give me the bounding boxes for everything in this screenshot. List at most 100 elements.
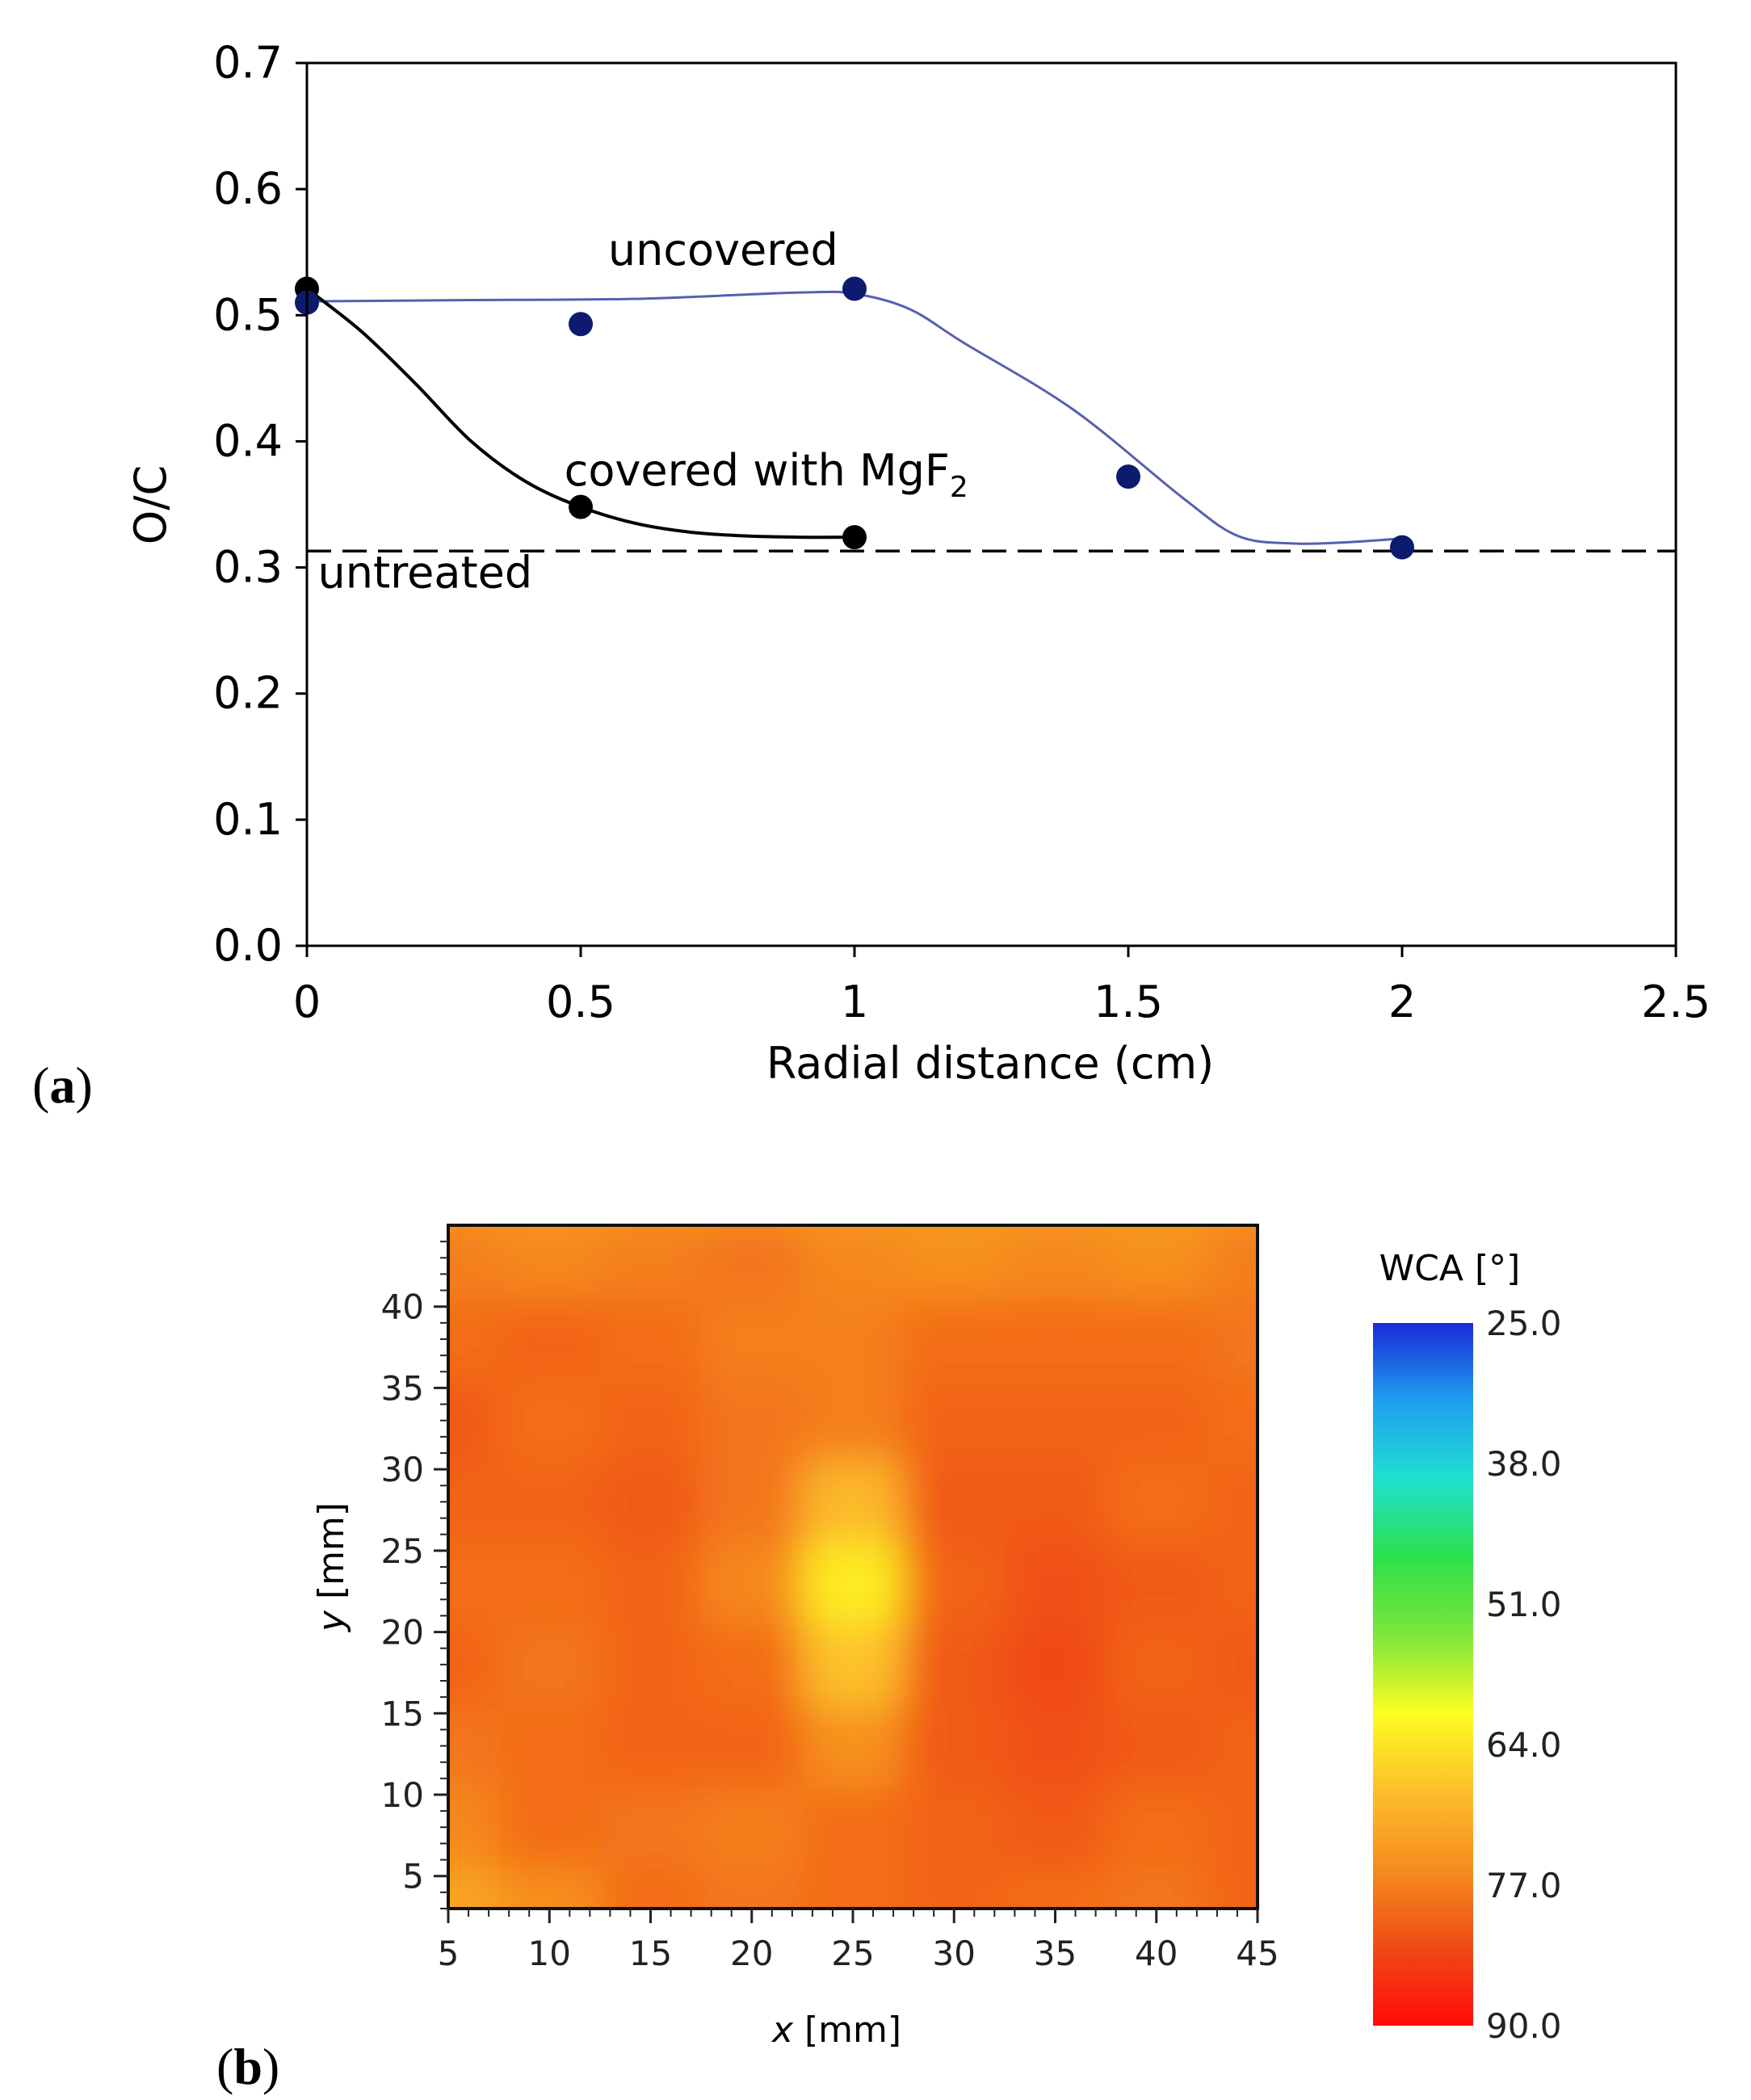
colorbar-tick-label: 38.0 <box>1486 1444 1562 1484</box>
y-tick-label: 15 <box>381 1694 424 1733</box>
heatmap-cell <box>599 1461 703 1544</box>
heatmap-cell <box>447 1461 500 1544</box>
annotation-covered-subscript: 2 <box>950 471 968 504</box>
heatmap-cell <box>701 1786 804 1869</box>
heatmap-cell <box>599 1623 703 1707</box>
heatmap-cell <box>1106 1380 1208 1463</box>
heatmap-cell <box>903 1705 1006 1787</box>
y-tick-label: 0.1 <box>213 794 283 845</box>
heatmap-cell <box>1207 1461 1259 1544</box>
heatmap-cell <box>599 1298 703 1381</box>
x-tick-label: 0.5 <box>546 976 615 1027</box>
heatmap-cell <box>1004 1224 1107 1300</box>
heatmap-cell <box>903 1298 1006 1381</box>
heatmap-cell <box>1004 1298 1107 1381</box>
heatmap-cell <box>903 1623 1006 1707</box>
heatmap-cell <box>498 1298 601 1381</box>
y-tick-label: 0.3 <box>213 542 283 593</box>
heatmap-cell <box>447 1867 500 1910</box>
x-tick-label: 45 <box>1236 1934 1279 1973</box>
heatmap-cell <box>1106 1461 1208 1544</box>
heatmap-cell <box>498 1786 601 1869</box>
chart-a-points <box>295 276 1414 560</box>
y-tick-label: 0.0 <box>213 920 283 971</box>
heatmap-cell <box>903 1380 1006 1463</box>
annotation-covered-with-mgf2: covered with MgF2 <box>565 445 968 504</box>
heatmap-cell <box>447 1542 500 1625</box>
heatmap-cell <box>447 1380 500 1463</box>
y-tick-label: 35 <box>381 1368 424 1408</box>
panel-label-b: (b) <box>216 2038 279 2095</box>
heatmap-cell <box>1207 1298 1259 1381</box>
heatmap-cell <box>701 1623 804 1707</box>
heatmap-cell <box>498 1867 601 1910</box>
heatmap-cell <box>1106 1867 1208 1910</box>
x-tick-label: 1.5 <box>1094 976 1163 1027</box>
heatmap-cell <box>447 1705 500 1787</box>
colorbar-tick-label: 90.0 <box>1486 2006 1562 2046</box>
heatmap-cell <box>1106 1224 1208 1300</box>
heatmap-cell <box>701 1224 804 1300</box>
heatmap-field <box>447 1224 1259 1910</box>
point-covered <box>842 525 867 550</box>
annotation-uncovered: uncovered <box>608 225 838 275</box>
heatmap-cell <box>1207 1867 1259 1910</box>
heatmap-cell <box>802 1867 905 1910</box>
heatmap-cell <box>1207 1786 1259 1869</box>
y-tick-label: 0.2 <box>213 668 283 719</box>
point-uncovered <box>1116 464 1140 489</box>
heatmap-cell <box>1106 1786 1208 1869</box>
heatmap-cell <box>701 1461 804 1544</box>
heatmap-cell <box>802 1705 905 1787</box>
x-tick-label: 15 <box>629 1934 672 1973</box>
heatmap-cell <box>599 1542 703 1625</box>
heatmap-cell <box>903 1461 1006 1544</box>
chart-a-ylabel: O/C <box>125 465 176 544</box>
heatmap-cell <box>498 1623 601 1707</box>
heatmap-cell <box>447 1298 500 1381</box>
point-covered <box>569 494 593 519</box>
heatmap-cell <box>498 1380 601 1463</box>
heatmap-cell <box>802 1542 905 1625</box>
point-uncovered <box>569 312 593 337</box>
colorbar-tick-label: 64.0 <box>1486 1725 1562 1765</box>
colorbar-title: WCA [°] <box>1379 1248 1521 1289</box>
annotation-covered-text: covered with MgF <box>565 445 950 496</box>
x-tick-label: 2 <box>1388 976 1416 1027</box>
chart-a-xlabel: Radial distance (cm) <box>766 1038 1214 1089</box>
y-tick-label: 20 <box>381 1613 424 1653</box>
heatmap-cell <box>701 1867 804 1910</box>
y-tick-label: 5 <box>402 1857 424 1896</box>
x-tick-label: 20 <box>730 1934 773 1973</box>
heatmap-cell <box>1106 1623 1208 1707</box>
chart-a-ticks: 0 0.5 1 1.5 2 2.5 0.0 0.1 0.2 0.3 0.4 0.5 0.6 0.7 <box>213 37 1711 1027</box>
y-tick-label: 0.6 <box>213 163 283 214</box>
x-tick-label: 40 <box>1135 1934 1178 1973</box>
heatmap-cell <box>701 1542 804 1625</box>
x-tick-label: 25 <box>831 1934 874 1973</box>
heatmap-cell <box>1106 1542 1208 1625</box>
heatmap-cell <box>802 1461 905 1544</box>
heatmap-cell <box>903 1786 1006 1869</box>
colorbar-labels: 25.0 38.0 51.0 64.0 77.0 90.0 <box>1486 1304 1562 2046</box>
heatmap-cell <box>903 1867 1006 1910</box>
heatmap-cells <box>447 1224 1259 1910</box>
heatmap-cell <box>1004 1867 1107 1910</box>
y-tick-label: 25 <box>381 1531 424 1571</box>
x-tick-label: 0 <box>293 976 321 1027</box>
heatmap-cell <box>1004 1705 1107 1787</box>
heatmap-cell <box>1207 1542 1259 1625</box>
colorbar-tick-label: 25.0 <box>1486 1304 1562 1343</box>
heatmap-cell <box>447 1623 500 1707</box>
colorbar <box>1373 1323 1473 2026</box>
y-tick-label: 30 <box>381 1450 424 1489</box>
heatmap-cell <box>498 1542 601 1625</box>
chart-a: 0 0.5 1 1.5 2 2.5 0.0 0.1 0.2 0.3 0.4 0.5 0.6 0.7 Rad… <box>32 37 1711 1114</box>
x-tick-label: 2.5 <box>1641 976 1711 1027</box>
heatmap-cell <box>599 1705 703 1787</box>
heatmap-cell <box>1207 1623 1259 1707</box>
x-tick-label: 10 <box>528 1934 571 1973</box>
heatmap-cell <box>1207 1705 1259 1787</box>
